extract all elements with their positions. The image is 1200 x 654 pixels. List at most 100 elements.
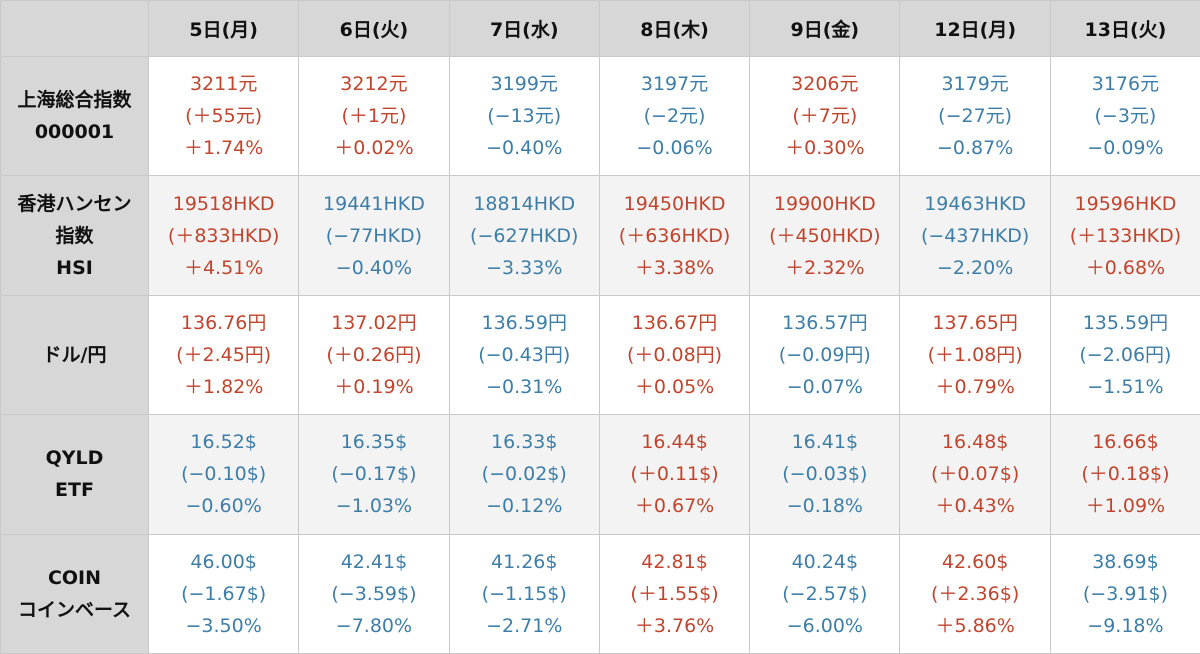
quote-cell: 19463HKD(−437HKD)−2.20% xyxy=(900,176,1050,295)
change-value: (−0.02$) xyxy=(450,458,599,490)
change-value: (＋2.45円) xyxy=(149,339,298,371)
change-value: (−77HKD) xyxy=(299,220,448,252)
quote-cell: 18814HKD(−627HKD)−3.33% xyxy=(449,176,599,295)
change-value: (＋0.07$) xyxy=(900,458,1049,490)
change-value: (−2元) xyxy=(600,100,749,132)
change-value: (−3.91$) xyxy=(1051,578,1200,610)
percent-change: ＋0.19% xyxy=(299,371,448,403)
header-corner-cell xyxy=(1,1,149,57)
percent-change: −0.31% xyxy=(450,371,599,403)
price-value: 136.59円 xyxy=(450,307,599,339)
row-label-line: COIN xyxy=(1,562,148,594)
quote-cell: 16.52$(−0.10$)−0.60% xyxy=(149,415,299,534)
price-value: 38.69$ xyxy=(1051,546,1200,578)
price-value: 16.44$ xyxy=(600,426,749,458)
quote-cell: 3206元(＋7元)＋0.30% xyxy=(750,57,900,176)
percent-change: ＋0.79% xyxy=(900,371,1049,403)
percent-change: ＋3.76% xyxy=(600,610,749,642)
quote-cell: 3211元(＋55元)＋1.74% xyxy=(149,57,299,176)
quote-cell: 137.02円(＋0.26円)＋0.19% xyxy=(299,295,449,414)
price-value: 16.48$ xyxy=(900,426,1049,458)
percent-change: −0.09% xyxy=(1051,132,1200,164)
price-value: 19463HKD xyxy=(900,188,1049,220)
row-label-line: 香港ハンセン xyxy=(1,188,148,220)
price-value: 42.41$ xyxy=(299,546,448,578)
price-value: 3197元 xyxy=(600,68,749,100)
quote-cell: 137.65円(＋1.08円)＋0.79% xyxy=(900,295,1050,414)
percent-change: ＋0.05% xyxy=(600,371,749,403)
change-value: (−0.10$) xyxy=(149,458,298,490)
quote-cell: 42.81$(＋1.55$)＋3.76% xyxy=(599,534,749,653)
change-value: (−0.43円) xyxy=(450,339,599,371)
price-value: 3212元 xyxy=(299,68,448,100)
change-value: (−0.03$) xyxy=(750,458,899,490)
price-value: 19518HKD xyxy=(149,188,298,220)
percent-change: ＋1.74% xyxy=(149,132,298,164)
date-header: 7日(水) xyxy=(449,1,599,57)
quote-cell: 16.48$(＋0.07$)＋0.43% xyxy=(900,415,1050,534)
row-label-line: 上海総合指数 xyxy=(1,84,148,116)
price-value: 16.66$ xyxy=(1051,426,1200,458)
change-value: (＋2.36$) xyxy=(900,578,1049,610)
percent-change: ＋0.30% xyxy=(750,132,899,164)
date-header: 8日(木) xyxy=(599,1,749,57)
change-value: (−3元) xyxy=(1051,100,1200,132)
date-header: 13日(火) xyxy=(1050,1,1200,57)
percent-change: −2.20% xyxy=(900,252,1049,284)
percent-change: −2.71% xyxy=(450,610,599,642)
change-value: (−437HKD) xyxy=(900,220,1049,252)
price-value: 19450HKD xyxy=(600,188,749,220)
price-value: 136.76円 xyxy=(149,307,298,339)
change-value: (＋1.08円) xyxy=(900,339,1049,371)
quote-cell: 136.76円(＋2.45円)＋1.82% xyxy=(149,295,299,414)
change-value: (−2.06円) xyxy=(1051,339,1200,371)
price-value: 3206元 xyxy=(750,68,899,100)
change-value: (＋0.18$) xyxy=(1051,458,1200,490)
header-row: 5日(月) 6日(火) 7日(水) 8日(木) 9日(金) 12日(月) 13日… xyxy=(1,1,1200,57)
quote-cell: 16.41$(−0.03$)−0.18% xyxy=(750,415,900,534)
price-value: 42.81$ xyxy=(600,546,749,578)
price-value: 137.02円 xyxy=(299,307,448,339)
percent-change: −0.06% xyxy=(600,132,749,164)
change-value: (＋0.11$) xyxy=(600,458,749,490)
percent-change: ＋0.68% xyxy=(1051,252,1200,284)
change-value: (−0.09円) xyxy=(750,339,899,371)
date-header: 9日(金) xyxy=(750,1,900,57)
date-header: 6日(火) xyxy=(299,1,449,57)
price-value: 46.00$ xyxy=(149,546,298,578)
percent-change: −0.12% xyxy=(450,490,599,522)
change-value: (＋7元) xyxy=(750,100,899,132)
price-value: 3179元 xyxy=(900,68,1049,100)
price-value: 19900HKD xyxy=(750,188,899,220)
price-value: 3211元 xyxy=(149,68,298,100)
change-value: (−27元) xyxy=(900,100,1049,132)
percent-change: ＋1.82% xyxy=(149,371,298,403)
quote-cell: 46.00$(−1.67$)−3.50% xyxy=(149,534,299,653)
quote-cell: 3212元(＋1元)＋0.02% xyxy=(299,57,449,176)
price-value: 42.60$ xyxy=(900,546,1049,578)
change-value: (＋0.08円) xyxy=(600,339,749,371)
percent-change: −0.07% xyxy=(750,371,899,403)
table-header: 5日(月) 6日(火) 7日(水) 8日(木) 9日(金) 12日(月) 13日… xyxy=(1,1,1200,57)
change-value: (＋0.26円) xyxy=(299,339,448,371)
percent-change: ＋3.38% xyxy=(600,252,749,284)
change-value: (＋1.55$) xyxy=(600,578,749,610)
percent-change: −0.40% xyxy=(299,252,448,284)
change-value: (−2.57$) xyxy=(750,578,899,610)
quote-cell: 19900HKD(＋450HKD)＋2.32% xyxy=(750,176,900,295)
quote-cell: 3199元(−13元)−0.40% xyxy=(449,57,599,176)
change-value: (−1.67$) xyxy=(149,578,298,610)
price-value: 137.65円 xyxy=(900,307,1049,339)
percent-change: −0.18% xyxy=(750,490,899,522)
percent-change: ＋5.86% xyxy=(900,610,1049,642)
quote-cell: 16.35$(−0.17$)−1.03% xyxy=(299,415,449,534)
percent-change: ＋0.43% xyxy=(900,490,1049,522)
row-label-line: QYLD xyxy=(1,442,148,474)
